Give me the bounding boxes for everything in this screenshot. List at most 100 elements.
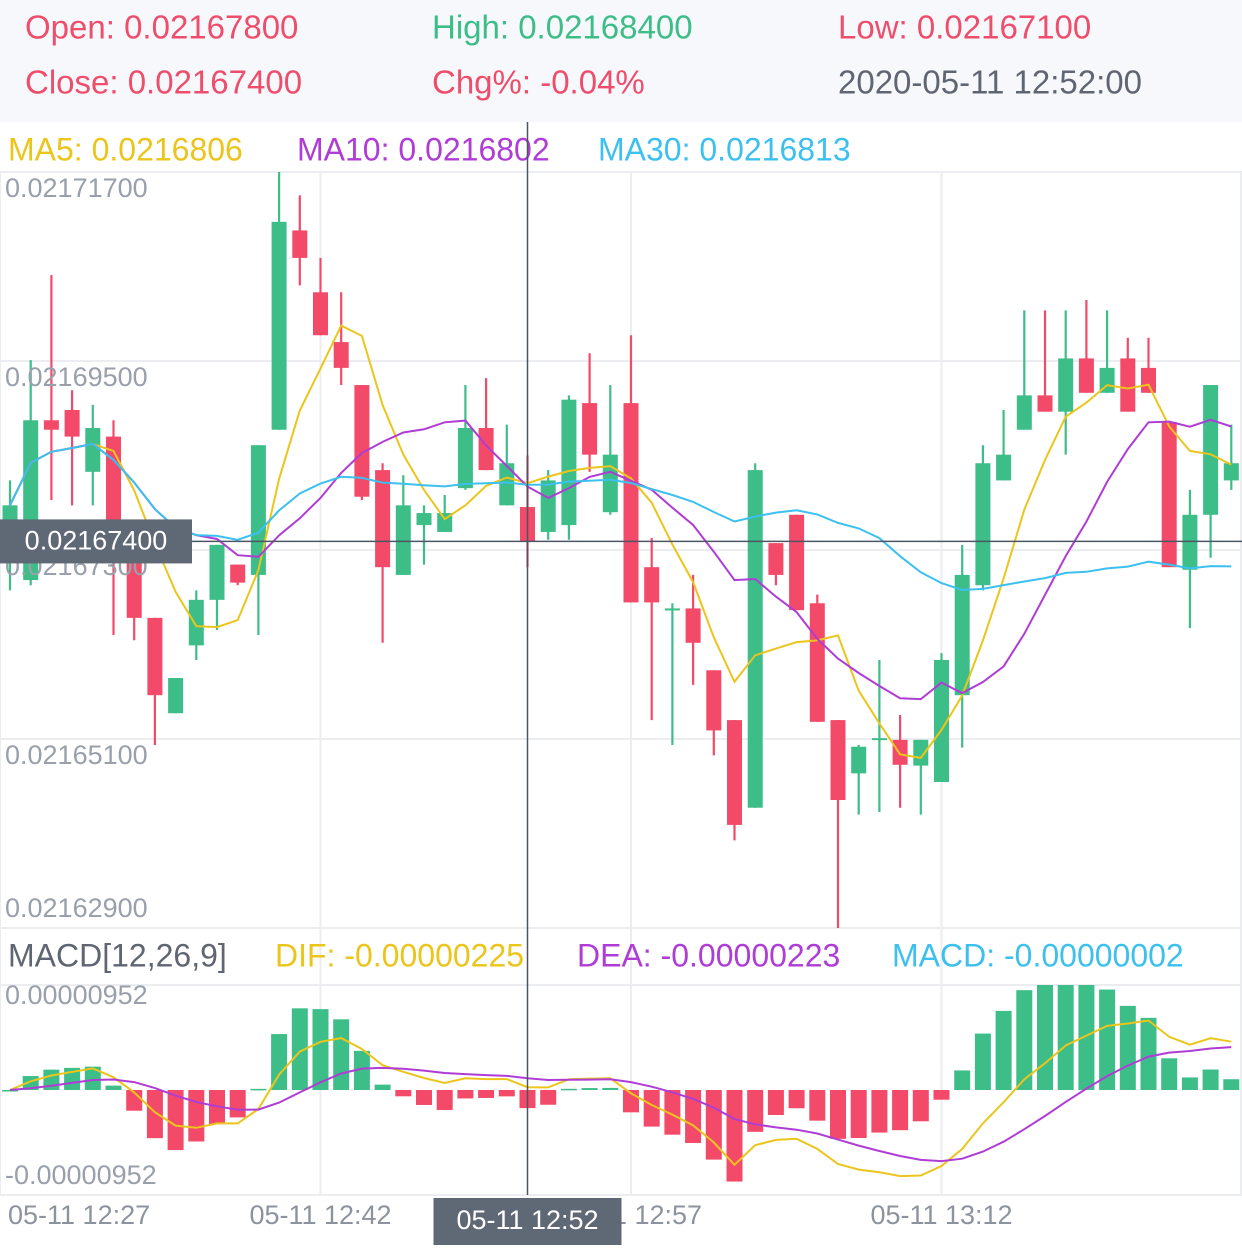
macd-bar [1119,1005,1136,1090]
candle-body [106,436,121,540]
macd-bar [643,1090,660,1127]
candle-body [1141,367,1156,393]
crosshair-time-label: 05-11 12:52 [456,1205,598,1235]
candle-body [602,454,618,513]
macd-bar [1037,985,1053,1090]
candle-body [954,574,970,696]
candle-body [250,445,266,575]
ma-line [9,442,1232,592]
ma-legend: MA5: 0.0216806 [8,131,243,167]
crosshair-time-box [433,1198,622,1245]
macd-bar [84,1066,101,1090]
y-tick-label: -0.00000952 [5,1160,157,1190]
x-tick-label: 05-11 12:42 [249,1200,391,1230]
macd-bar [830,1090,846,1139]
x-tick-label: 05-11 13:12 [870,1200,1012,1230]
candle-body [64,409,80,437]
macd-bar [747,1090,764,1132]
macd-bar [2,1090,18,1092]
candle-body [1203,385,1219,515]
macd-bar [726,1090,743,1182]
candle-body [313,292,328,336]
tooltip-item: Open: 0.02167800 [25,9,298,46]
candle-body [1016,395,1032,430]
macd-bar [809,1090,826,1121]
ma-legend: MA30: 0.0216813 [598,131,851,167]
macd-bar [1202,1069,1219,1090]
macd-bar [374,1084,391,1090]
tooltip-panel [0,0,1242,122]
macd-line [9,1019,1232,1178]
grid [0,171,1242,1196]
y-tick-label: 0.00000952 [5,980,148,1010]
macd-bar [705,1090,722,1160]
macd-title: MACD[12,26,9] [8,937,227,973]
macd-bar [250,1088,267,1091]
macd-bar [291,1008,308,1090]
candle-body [561,399,577,526]
macd-bar [912,1090,929,1122]
candle-body [913,739,929,766]
candle-body [540,480,556,532]
tooltip-item: Close: 0.02167400 [25,64,302,101]
candle-body [147,617,163,696]
macd-bar [105,1085,122,1090]
candle-body [871,738,887,741]
macd-bar [560,1088,577,1091]
candle-body [644,567,660,603]
candle-body [354,385,370,497]
candle-body [789,514,805,611]
candle-body [85,428,101,472]
crosshair-price-label: 0.02167400 [25,526,168,556]
macd-bar [788,1090,805,1109]
tooltip-item: Low: 0.02167100 [838,9,1091,46]
macd-bar [1057,985,1074,1090]
y-tick-label: 0.02165100 [5,740,148,770]
macd-bar [954,1070,971,1090]
candle-body [1078,358,1094,393]
tooltip-item: High: 0.02168400 [432,9,693,46]
macd-bar [892,1090,909,1131]
candle-body [975,463,991,586]
macd-bar [333,1019,350,1090]
macd-bar [767,1090,784,1116]
macd-bar [664,1090,681,1135]
macd-panel [2,985,1240,1182]
y-tick-label: 0.02162900 [5,893,148,923]
candle-body [271,221,287,430]
x-tick-label: 05-11 12:27 [8,1200,150,1230]
macd-bar [478,1090,495,1098]
crosshair: 0.02167400 05-11 12:52 [0,122,1242,1245]
candle-body [830,720,846,800]
labels: Open: 0.02167800 High: 0.02168400 Low: 0.0… [5,9,1184,1230]
macd-bar [540,1090,557,1105]
macd-bar [602,1087,619,1090]
candle-body [747,470,763,808]
candle-body [934,659,949,782]
candle-body [375,470,391,568]
candle-body [664,608,680,611]
ma-line [9,324,1232,759]
macd-bar [498,1090,515,1097]
macd-bar [312,1009,329,1090]
candle-body [727,720,742,825]
candle-body [457,428,473,489]
macd-bar [1181,1077,1198,1090]
candle-body [1223,463,1239,481]
candle-body [43,420,59,430]
candle-body [395,505,411,575]
candle-body [416,513,432,526]
macd-bar [436,1090,453,1110]
candle-body [292,230,308,258]
candle-body [706,670,722,731]
price-panel [2,172,1239,928]
macd-bar [1078,985,1095,1090]
macd-bar [1140,1017,1157,1090]
ma-legend: MA10: 0.0216802 [297,131,550,167]
candle-body [209,544,225,600]
macd-bar [850,1090,867,1139]
macd-bar [188,1090,205,1142]
candle-body [333,342,349,368]
candle-body [1037,395,1053,412]
